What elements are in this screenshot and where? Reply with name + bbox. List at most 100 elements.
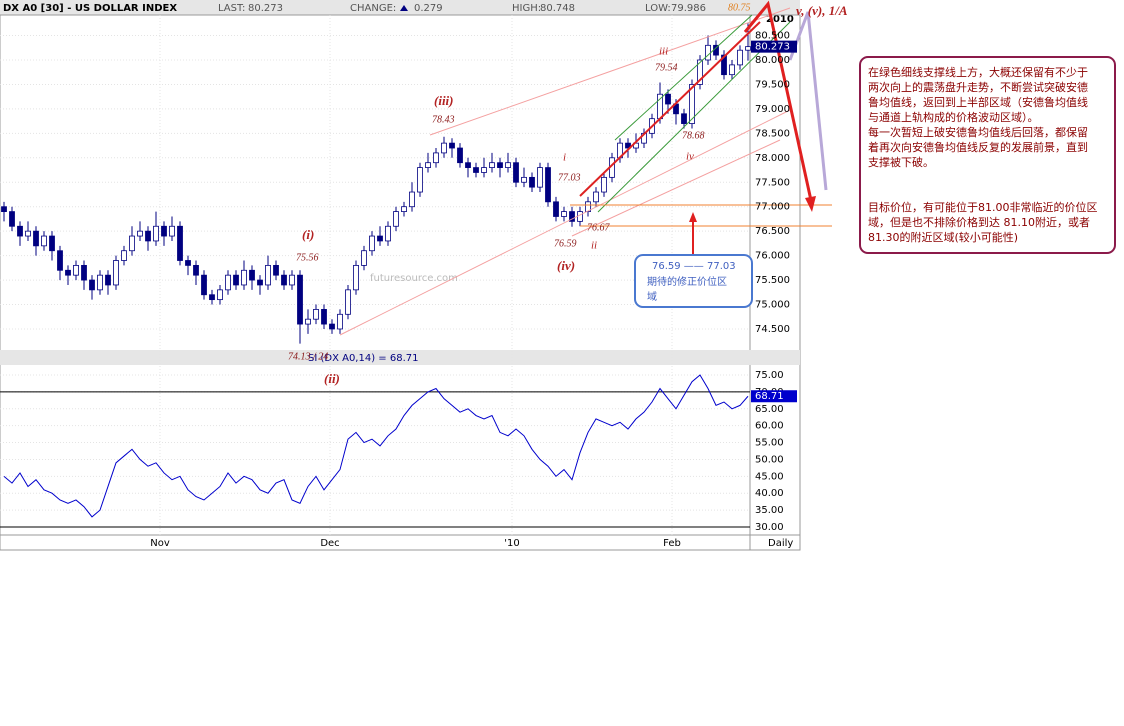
comment-line: 两次向上的震荡盘升走势，不断尝试突破安德 bbox=[868, 80, 1088, 94]
comment-line: 目标价位，有可能位于81.00非常临近的价位区 bbox=[868, 200, 1098, 214]
candle-body bbox=[473, 167, 479, 173]
projection-arrow bbox=[743, 0, 814, 206]
comment-line: 支撑被下破。 bbox=[868, 155, 934, 169]
candle-body bbox=[361, 250, 367, 266]
last-rsi-box bbox=[751, 390, 797, 403]
high-value: 80.748 bbox=[540, 3, 575, 14]
y-tick-label: 75.500 bbox=[755, 275, 790, 286]
y-tick-label: 76.500 bbox=[755, 226, 790, 237]
candle-body bbox=[49, 235, 55, 252]
up-triangle bbox=[400, 5, 408, 11]
candle-body bbox=[697, 59, 703, 85]
y-tick-label: 60.00 bbox=[755, 421, 784, 432]
candle-body bbox=[729, 64, 735, 76]
candle-body bbox=[545, 167, 551, 203]
channel-line bbox=[571, 139, 781, 237]
candle-body bbox=[681, 113, 687, 124]
candle-body bbox=[41, 235, 47, 247]
x-tick-label: Nov bbox=[150, 538, 170, 549]
rsi-label: SI (DX A0,14) = 68.71 bbox=[308, 353, 418, 364]
wave-label: v, (v), 1/A bbox=[796, 3, 848, 18]
candle-body bbox=[449, 142, 455, 149]
y-tick-label: 35.00 bbox=[755, 505, 784, 516]
candle-body bbox=[497, 162, 503, 168]
candle-body bbox=[561, 211, 567, 217]
x-tick-label: '10 bbox=[504, 538, 519, 549]
wave-label: i bbox=[563, 152, 566, 164]
target-text: 期待的修正价位区 bbox=[647, 275, 727, 288]
comment-line: 鲁均值线，返回到上半部区域（安德鲁均值线 bbox=[868, 95, 1088, 109]
wave-label: (ii) bbox=[324, 371, 340, 386]
candle-body bbox=[569, 211, 575, 222]
candle-body bbox=[705, 44, 711, 61]
candle-body bbox=[393, 211, 399, 227]
candle-body bbox=[289, 274, 295, 286]
candle-body bbox=[313, 309, 319, 320]
candle-body bbox=[481, 167, 487, 173]
y-tick-label: 50.00 bbox=[755, 454, 784, 465]
y-tick-label: 77.500 bbox=[755, 177, 790, 188]
candle-body bbox=[113, 260, 119, 286]
candle-body bbox=[529, 176, 535, 188]
price-note: 78.68 bbox=[682, 130, 705, 141]
green-channel bbox=[597, 21, 791, 213]
low-value: 79.986 bbox=[671, 3, 706, 14]
y-tick-label: 40.00 bbox=[755, 488, 784, 499]
price-note: 78.43 bbox=[432, 114, 455, 125]
target-text: 域 bbox=[647, 290, 657, 303]
candle-body bbox=[169, 225, 175, 237]
candle-body bbox=[25, 230, 31, 237]
y-tick-label: 45.00 bbox=[755, 471, 784, 482]
green-channel bbox=[614, 14, 753, 141]
price-note: 77.03 bbox=[558, 172, 581, 183]
y-tick-label: 30.00 bbox=[755, 522, 784, 533]
candle-body bbox=[249, 269, 255, 281]
candle-body bbox=[665, 93, 671, 105]
price-note: 75.56 bbox=[296, 252, 319, 263]
candle-body bbox=[17, 225, 23, 237]
change-value: 0.279 bbox=[414, 3, 443, 14]
target-box bbox=[634, 254, 753, 308]
alt-arrow bbox=[788, 11, 828, 191]
y-tick-label: 79.000 bbox=[755, 104, 790, 115]
header-bar bbox=[0, 0, 800, 15]
comment-line: 着再次向安德鲁均值线反复的发展前景，直到 bbox=[868, 140, 1088, 154]
price-note: 79.54 bbox=[655, 62, 678, 73]
frame bbox=[0, 14, 801, 551]
candle-body bbox=[745, 46, 751, 51]
x-tick-label: Feb bbox=[663, 538, 681, 549]
candle-body bbox=[377, 235, 383, 242]
candle-body bbox=[417, 167, 423, 193]
last-price-box bbox=[751, 40, 797, 53]
candle-body bbox=[441, 142, 447, 154]
candle-body bbox=[89, 279, 95, 291]
comment-box bbox=[859, 56, 1116, 254]
candle-body bbox=[65, 269, 71, 276]
target-range: 76.59 —— 77.03 bbox=[652, 261, 736, 272]
comment-line: 每一次暂短上破安德鲁均值线后回落，都保留 bbox=[868, 125, 1088, 139]
candle-body bbox=[153, 225, 159, 242]
last-rsi-label: 68.71 bbox=[755, 391, 784, 402]
low-label: LOW: bbox=[645, 3, 671, 14]
y-tick-label: 78.500 bbox=[755, 128, 790, 139]
year-label: 2010 bbox=[766, 14, 794, 25]
y-tick-label: 78.000 bbox=[755, 153, 790, 164]
y-tick-label: 80.000 bbox=[755, 55, 790, 66]
comment-line: 在绿色细线支撑线上方，大概还保留有不少于 bbox=[868, 65, 1088, 79]
comment-line: 域，但是也不排除价格到达 81.10附近，或者 bbox=[868, 215, 1090, 229]
candle-body bbox=[225, 274, 231, 291]
candle-body bbox=[401, 206, 407, 212]
candle-body bbox=[97, 274, 103, 291]
candle-body bbox=[385, 225, 391, 242]
y-tick-label: 75.000 bbox=[755, 300, 790, 311]
rsi-line bbox=[3, 374, 749, 518]
price-note: 76.67 bbox=[587, 222, 611, 233]
candle-body bbox=[593, 191, 599, 203]
candle-body bbox=[1, 206, 7, 212]
channel-line bbox=[429, 7, 791, 136]
candle-body bbox=[489, 162, 495, 168]
candle-body bbox=[193, 264, 199, 276]
candle-body bbox=[585, 201, 591, 212]
arrow-head bbox=[689, 212, 697, 222]
wave-label: iii bbox=[659, 46, 668, 58]
